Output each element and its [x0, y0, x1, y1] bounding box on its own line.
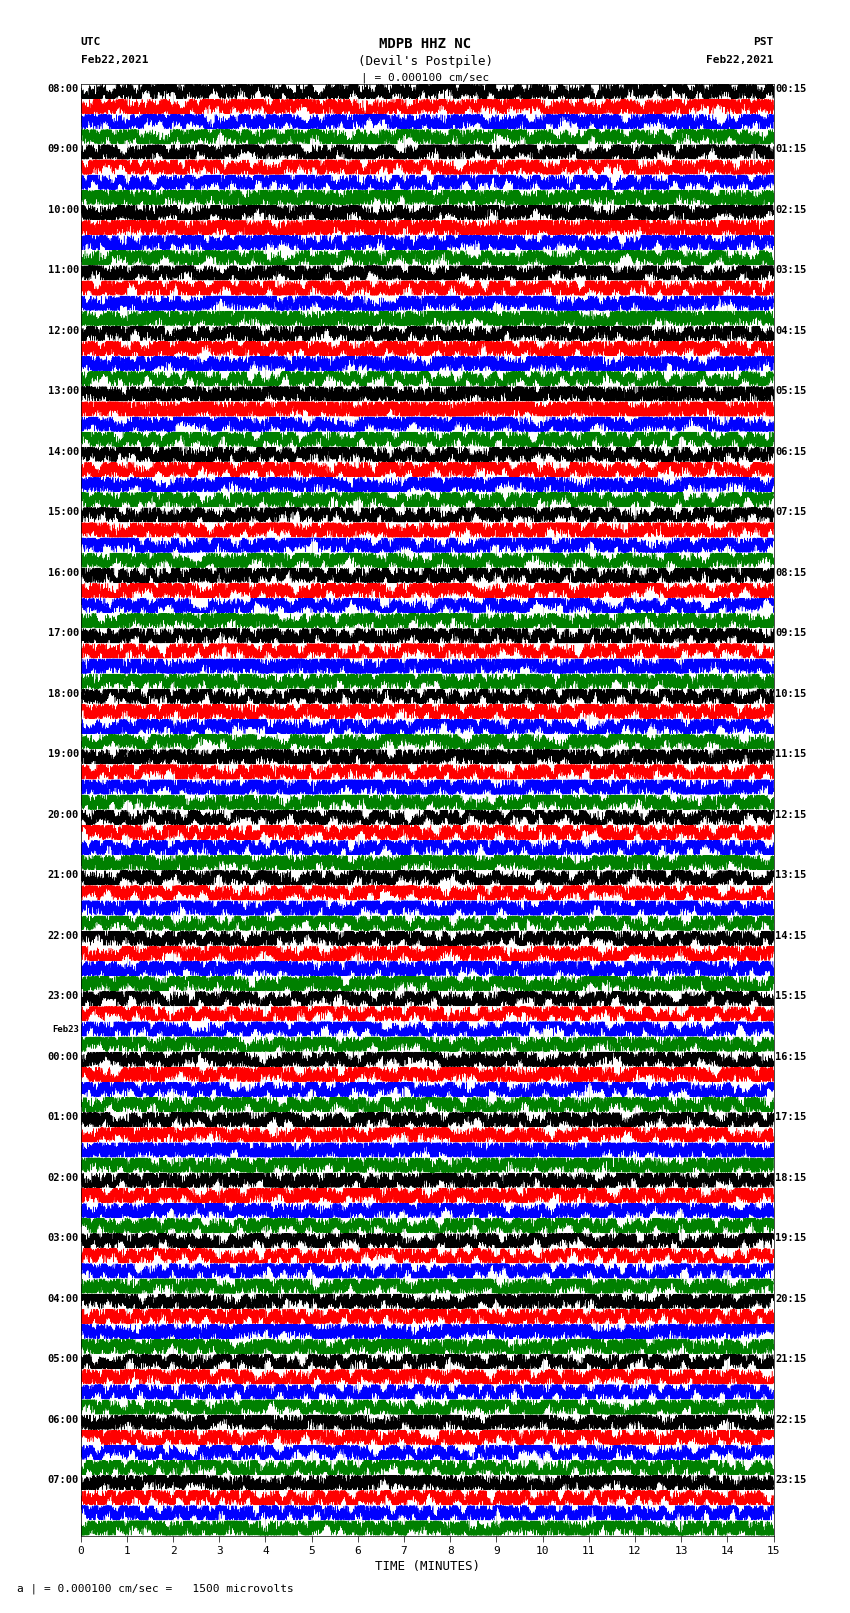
Text: 22:15: 22:15	[775, 1415, 807, 1424]
Text: 14:15: 14:15	[775, 931, 807, 940]
Text: 01:15: 01:15	[775, 145, 807, 155]
Text: a | = 0.000100 cm/sec =   1500 microvolts: a | = 0.000100 cm/sec = 1500 microvolts	[17, 1582, 294, 1594]
Text: 06:15: 06:15	[775, 447, 807, 456]
Text: 02:15: 02:15	[775, 205, 807, 215]
Text: 05:15: 05:15	[775, 387, 807, 397]
Text: Feb22,2021: Feb22,2021	[81, 55, 148, 65]
Text: 05:00: 05:00	[48, 1355, 79, 1365]
Text: 07:00: 07:00	[48, 1474, 79, 1486]
Text: 04:15: 04:15	[775, 326, 807, 336]
Text: 08:15: 08:15	[775, 568, 807, 577]
Text: 16:15: 16:15	[775, 1052, 807, 1061]
Text: 03:00: 03:00	[48, 1234, 79, 1244]
Text: 11:00: 11:00	[48, 266, 79, 276]
Text: 21:15: 21:15	[775, 1355, 807, 1365]
Text: 18:00: 18:00	[48, 689, 79, 698]
Text: Feb23: Feb23	[52, 1024, 79, 1034]
Text: 17:00: 17:00	[48, 627, 79, 639]
Text: 12:00: 12:00	[48, 326, 79, 336]
Text: 20:15: 20:15	[775, 1294, 807, 1303]
Text: 04:00: 04:00	[48, 1294, 79, 1303]
Text: | = 0.000100 cm/sec: | = 0.000100 cm/sec	[361, 73, 489, 84]
Text: 08:00: 08:00	[48, 84, 79, 94]
Text: 06:00: 06:00	[48, 1415, 79, 1424]
Text: 16:00: 16:00	[48, 568, 79, 577]
Text: 10:00: 10:00	[48, 205, 79, 215]
Text: 11:15: 11:15	[775, 748, 807, 760]
Text: 13:15: 13:15	[775, 871, 807, 881]
Text: 17:15: 17:15	[775, 1113, 807, 1123]
Text: 19:15: 19:15	[775, 1234, 807, 1244]
Text: Feb22,2021: Feb22,2021	[706, 55, 774, 65]
Text: 02:00: 02:00	[48, 1173, 79, 1182]
X-axis label: TIME (MINUTES): TIME (MINUTES)	[375, 1560, 479, 1573]
Text: 23:00: 23:00	[48, 990, 79, 1002]
Text: 15:00: 15:00	[48, 508, 79, 518]
Text: 03:15: 03:15	[775, 266, 807, 276]
Text: PST: PST	[753, 37, 774, 47]
Text: MDPB HHZ NC: MDPB HHZ NC	[379, 37, 471, 52]
Text: 01:00: 01:00	[48, 1113, 79, 1123]
Text: (Devil's Postpile): (Devil's Postpile)	[358, 55, 492, 68]
Text: 07:15: 07:15	[775, 508, 807, 518]
Text: 21:00: 21:00	[48, 871, 79, 881]
Text: 10:15: 10:15	[775, 689, 807, 698]
Text: 00:00: 00:00	[48, 1052, 79, 1061]
Text: 22:00: 22:00	[48, 931, 79, 940]
Text: 00:15: 00:15	[775, 84, 807, 94]
Text: 19:00: 19:00	[48, 748, 79, 760]
Text: 23:15: 23:15	[775, 1474, 807, 1486]
Text: 18:15: 18:15	[775, 1173, 807, 1182]
Text: 14:00: 14:00	[48, 447, 79, 456]
Text: 13:00: 13:00	[48, 387, 79, 397]
Text: 15:15: 15:15	[775, 990, 807, 1002]
Text: 09:00: 09:00	[48, 145, 79, 155]
Text: UTC: UTC	[81, 37, 101, 47]
Text: 09:15: 09:15	[775, 627, 807, 639]
Text: 12:15: 12:15	[775, 810, 807, 819]
Text: 20:00: 20:00	[48, 810, 79, 819]
